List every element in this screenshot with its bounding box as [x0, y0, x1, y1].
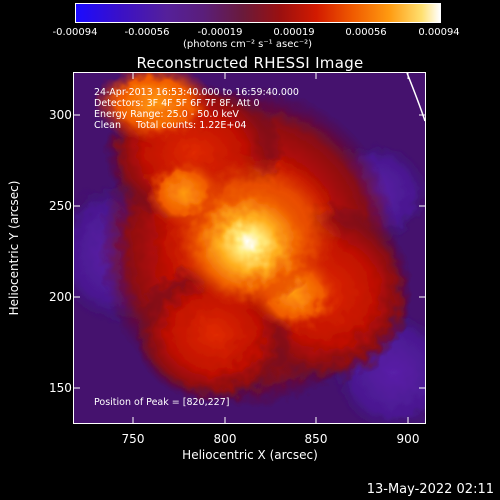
x-tick-label: 900 — [396, 432, 420, 446]
colorbar-tick-label: -0.00094 — [52, 27, 98, 38]
y-tick-label: 150 — [49, 381, 72, 395]
x-axis-label: Heliocentric X (arcsec) — [182, 448, 318, 462]
info-line-time: 24-Apr-2013 16:53:40.000 to 16:59:40.000 — [94, 87, 299, 98]
solar-limb-line — [406, 73, 425, 122]
info-line-detectors: Detectors: 3F 4F 5F 6F 7F 8F, Att 0 — [94, 98, 260, 109]
colorbar-tick-label: 0.00094 — [418, 27, 460, 38]
rhessi-image-svg — [74, 73, 425, 423]
x-tick-label: 800 — [213, 432, 237, 446]
colorbar-tick-label: 0.00056 — [345, 27, 387, 38]
y-tick-label: 300 — [49, 108, 72, 122]
colorbar-tick-label: -0.00019 — [197, 27, 243, 38]
colorbar-units: (photons cm⁻² s⁻¹ asec⁻²) — [183, 39, 313, 50]
x-tick-label: 750 — [121, 432, 145, 446]
emission-layers — [74, 73, 425, 423]
colorbar-tick-label: -0.00056 — [124, 27, 170, 38]
plot-title: Reconstructed RHESSI Image — [136, 54, 364, 72]
info-line-counts: Clean Total counts: 1.22E+04 — [94, 120, 247, 131]
peak-position-text: Position of Peak = [820,227] — [94, 397, 230, 408]
y-axis-label: Heliocentric Y (arcsec) — [7, 180, 21, 316]
y-tick-label: 250 — [49, 199, 72, 213]
colorbar-tick-label: 0.00019 — [273, 27, 315, 38]
y-tick-label: 200 — [49, 290, 72, 304]
rhessi-image-plot — [73, 72, 426, 424]
x-tick-label: 850 — [304, 432, 328, 446]
info-line-energy: Energy Range: 25.0 - 50.0 keV — [94, 109, 239, 120]
colorbar — [75, 3, 441, 23]
date-stamp: 13-May-2022 02:11 — [366, 482, 494, 497]
